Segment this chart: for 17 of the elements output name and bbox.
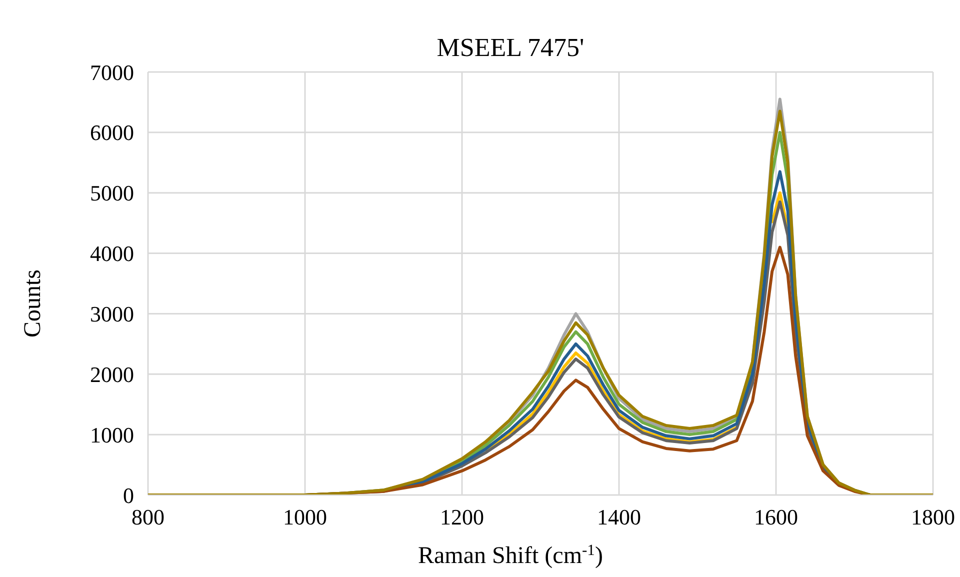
x-tick-label: 1000 [283,504,327,530]
x-axis-title: Raman Shift (cm$^{-1}$) [418,542,603,569]
x-tick-label: 1400 [597,504,641,530]
y-tick-label: 3000 [90,302,134,327]
y-tick-label: 6000 [90,120,134,146]
x-tick-label: 1800 [911,504,955,530]
y-axis-title: Counts [20,269,46,338]
x-tick-label: 800 [132,504,164,530]
x-tick-label: 1200 [440,504,484,530]
x-tick-label: 1600 [754,504,798,530]
chart-title: MSEEL 7475' [436,33,584,62]
y-tick-label: 5000 [90,180,134,206]
y-tick-label: 0 [123,482,134,508]
y-tick-label: 2000 [90,362,134,387]
y-tick-label: 7000 [90,60,134,85]
y-tick-label: 4000 [90,241,134,266]
y-tick-label: 1000 [90,422,134,448]
